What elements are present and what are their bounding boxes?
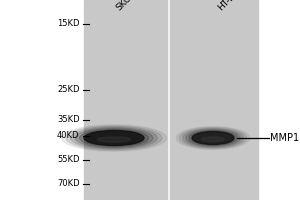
Text: 35KD: 35KD — [57, 116, 80, 124]
Ellipse shape — [202, 137, 224, 142]
Bar — [84, 0, 258, 200]
Ellipse shape — [176, 127, 250, 149]
Text: 40KD: 40KD — [57, 132, 80, 140]
Ellipse shape — [80, 129, 148, 147]
Ellipse shape — [98, 137, 130, 142]
Ellipse shape — [186, 130, 240, 146]
Text: 55KD: 55KD — [57, 156, 80, 164]
Ellipse shape — [61, 125, 167, 151]
Ellipse shape — [75, 128, 153, 148]
Ellipse shape — [192, 132, 234, 144]
Text: MMP1: MMP1 — [270, 133, 299, 143]
Ellipse shape — [182, 129, 244, 147]
Text: HT-29: HT-29 — [216, 0, 241, 12]
Ellipse shape — [70, 127, 158, 149]
Text: SKOV3: SKOV3 — [114, 0, 142, 12]
Ellipse shape — [66, 126, 162, 150]
Ellipse shape — [179, 128, 247, 148]
Ellipse shape — [84, 130, 144, 146]
Ellipse shape — [189, 131, 237, 145]
Text: 25KD: 25KD — [57, 85, 80, 94]
Text: 15KD: 15KD — [57, 20, 80, 28]
Text: 70KD: 70KD — [57, 180, 80, 188]
